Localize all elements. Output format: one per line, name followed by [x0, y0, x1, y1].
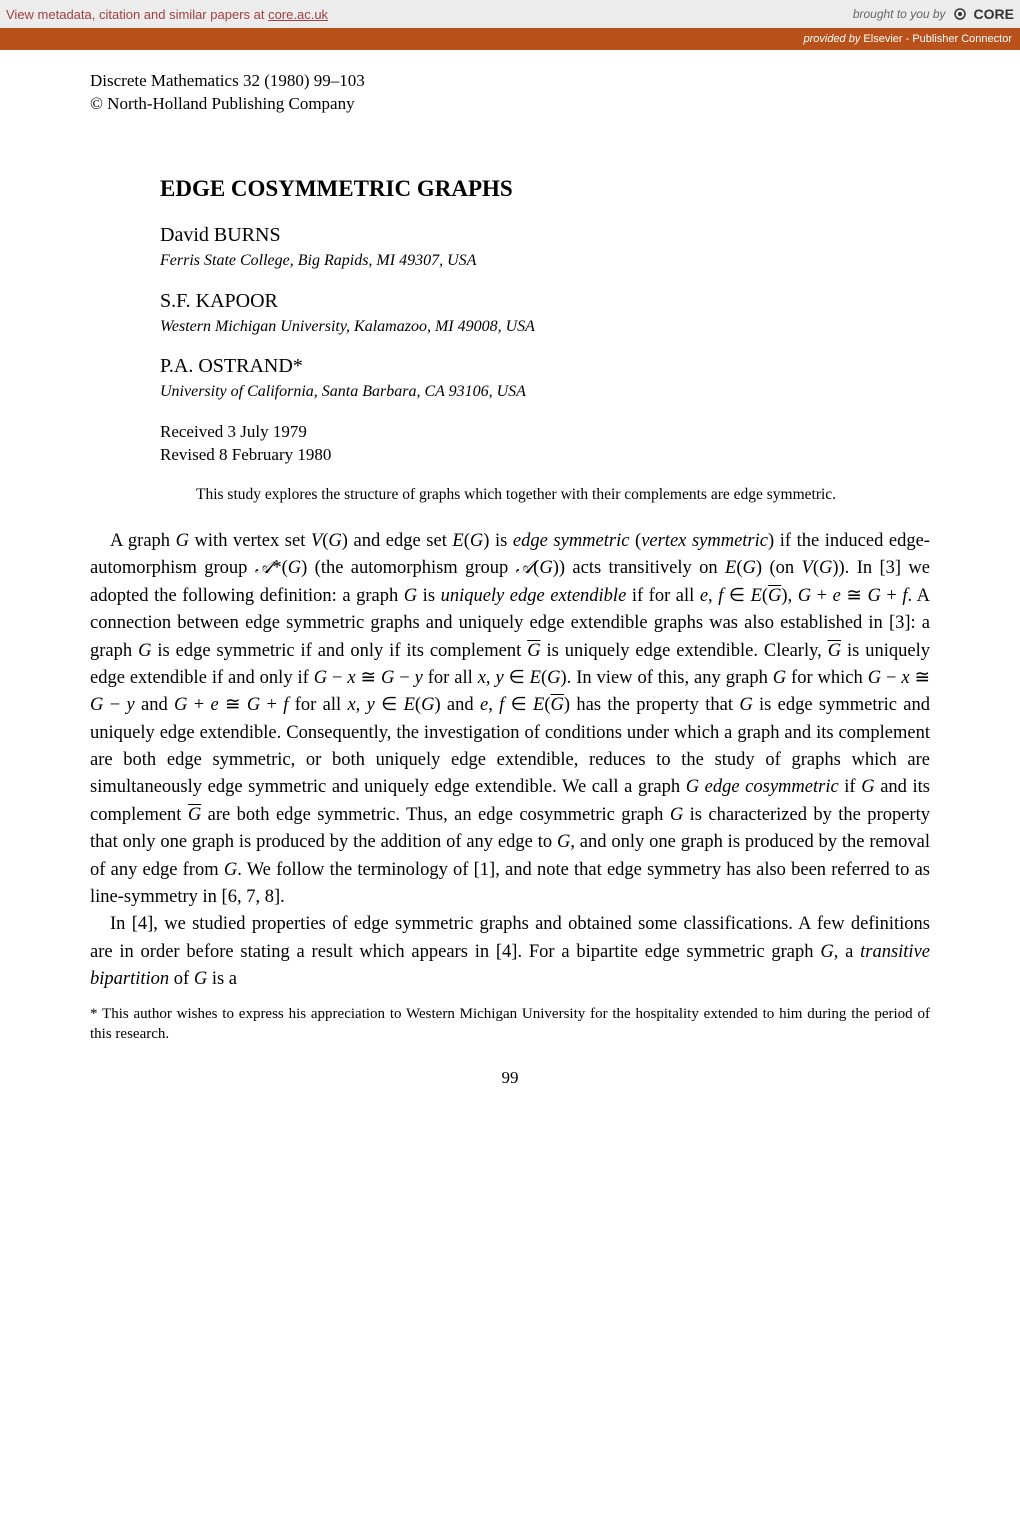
brought-by-text: brought to you by — [853, 7, 946, 21]
received-date: Received 3 July 1979 — [160, 421, 930, 444]
page-content: Discrete Mathematics 32 (1980) 99–103 © … — [0, 50, 1020, 1088]
provider-bar: provided by Elsevier - Publisher Connect… — [0, 28, 1020, 50]
provider-name: Elsevier - Publisher Connector — [863, 33, 1012, 45]
author-name-1: David BURNS — [160, 224, 930, 247]
core-metadata-banner: View metadata, citation and similar pape… — [0, 0, 1020, 28]
metadata-text: View metadata, citation and similar pape… — [6, 7, 268, 22]
paper-title: EDGE COSYMMETRIC GRAPHS — [160, 176, 930, 202]
dates-block: Received 3 July 1979 Revised 8 February … — [160, 421, 930, 467]
author-affiliation-3: University of California, Santa Barbara,… — [160, 382, 930, 403]
author-last-3: OSTRAND* — [198, 355, 302, 377]
author-block-1: David BURNS Ferris State College, Big Ra… — [160, 224, 930, 272]
author-last-2: KAPOOR — [196, 290, 278, 312]
author-last-1: BURNS — [214, 224, 281, 246]
core-label: CORE — [974, 6, 1014, 22]
banner-right: brought to you by CORE — [853, 6, 1014, 22]
author-block-2: S.F. KAPOOR Western Michigan University,… — [160, 290, 930, 338]
author-name-2: S.F. KAPOOR — [160, 290, 930, 313]
banner-left: View metadata, citation and similar pape… — [6, 7, 328, 22]
provided-wrapper: provided by Elsevier - Publisher Connect… — [803, 33, 1012, 45]
core-icon — [952, 6, 968, 22]
footnote: * This author wishes to express his appr… — [90, 1005, 930, 1044]
author-affiliation-2: Western Michigan University, Kalamazoo, … — [160, 317, 930, 338]
body-paragraph-1: A graph G with vertex set V(G) and edge … — [90, 528, 930, 993]
author-first-2: S.F. — [160, 290, 196, 312]
journal-reference: Discrete Mathematics 32 (1980) 99–103 © … — [90, 70, 930, 116]
abstract-text: This study explores the structure of gra… — [196, 486, 836, 503]
author-block-3: P.A. OSTRAND* University of California, … — [160, 355, 930, 403]
journal-line2: © North-Holland Publishing Company — [90, 93, 930, 116]
author-name-3: P.A. OSTRAND* — [160, 355, 930, 378]
provided-by-text: provided by — [803, 33, 863, 45]
author-first-1: David — [160, 224, 214, 246]
revised-date: Revised 8 February 1980 — [160, 444, 930, 467]
core-link[interactable]: core.ac.uk — [268, 7, 328, 22]
journal-line1: Discrete Mathematics 32 (1980) 99–103 — [90, 70, 930, 93]
author-affiliation-1: Ferris State College, Big Rapids, MI 493… — [160, 251, 930, 272]
abstract: This study explores the structure of gra… — [180, 485, 910, 506]
page-number: 99 — [90, 1068, 930, 1088]
author-first-3: P.A. — [160, 355, 198, 377]
